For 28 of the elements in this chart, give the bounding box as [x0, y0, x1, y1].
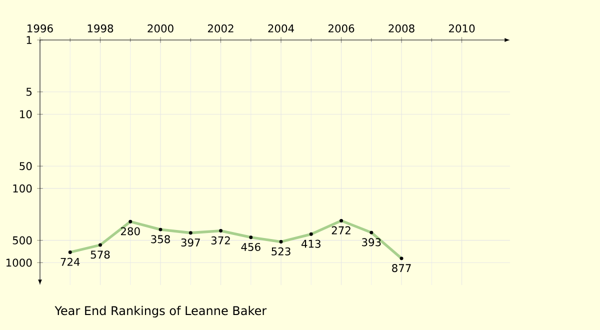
y-tick-label: 1000: [6, 258, 32, 267]
x-tick-label: 2004: [268, 24, 294, 32]
y-tick-label: 1: [26, 36, 32, 44]
data-label: 523: [272, 247, 290, 256]
y-tick-label: 10: [20, 110, 32, 118]
x-tick-label: 2010: [448, 24, 475, 32]
data-label: 372: [211, 236, 230, 244]
y-tick-label: 100: [13, 184, 32, 192]
y-tick-label: 5: [26, 88, 32, 96]
x-tick-label: 1996: [28, 24, 53, 32]
y-tick-label: 50: [20, 162, 32, 170]
x-tick-label: 2008: [388, 24, 414, 32]
data-label: 724: [60, 258, 80, 266]
text: Year End Rankings of Leanne Baker: [54, 306, 267, 318]
data-label: 358: [151, 235, 170, 244]
data-label: 272: [332, 226, 350, 234]
data-label: 397: [181, 238, 200, 247]
data-label: 393: [362, 238, 381, 246]
data-label: 413: [302, 240, 320, 248]
x-tick-label: 2000: [148, 24, 174, 32]
data-label: 280: [120, 227, 140, 236]
y-tick-label: 500: [12, 236, 32, 244]
x-tick-label: 1998: [88, 24, 114, 32]
data-label: 456: [241, 242, 260, 252]
x-tick-label: 2002: [208, 24, 234, 32]
data-label: 578: [90, 250, 110, 259]
x-tick-label: 2006: [328, 24, 354, 32]
data-label: 877: [392, 264, 411, 272]
